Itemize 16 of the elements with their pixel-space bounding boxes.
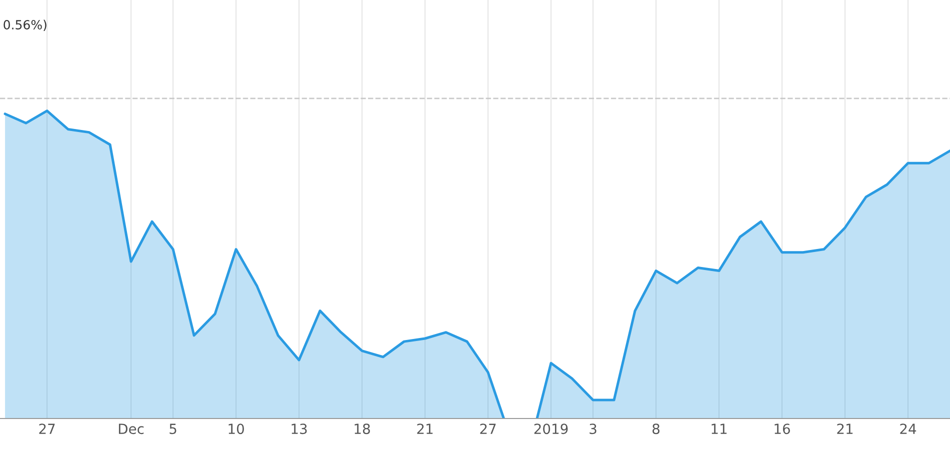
x-tick-label: 27 bbox=[480, 424, 496, 434]
x-tick-label: 21 bbox=[417, 424, 433, 434]
x-tick-label: 18 bbox=[354, 424, 370, 434]
x-tick-label: 24 bbox=[900, 424, 916, 434]
x-tick-label: 8 bbox=[652, 424, 660, 434]
text: 0.56%) bbox=[4, 20, 46, 31]
x-tick-label: 3 bbox=[590, 424, 596, 434]
x-tick-label: 16 bbox=[774, 424, 790, 434]
x-tick-label: 10 bbox=[228, 424, 244, 434]
x-tick-label: 2019 bbox=[534, 424, 568, 434]
x-tick-label: 5 bbox=[170, 424, 176, 434]
x-tick-label: 13 bbox=[292, 424, 307, 434]
x-tick-label: Dec bbox=[118, 424, 144, 434]
x-tick-label: 11 bbox=[712, 424, 727, 434]
x-tick-label: 21 bbox=[837, 424, 853, 434]
x-tick-label: 27 bbox=[39, 424, 55, 434]
